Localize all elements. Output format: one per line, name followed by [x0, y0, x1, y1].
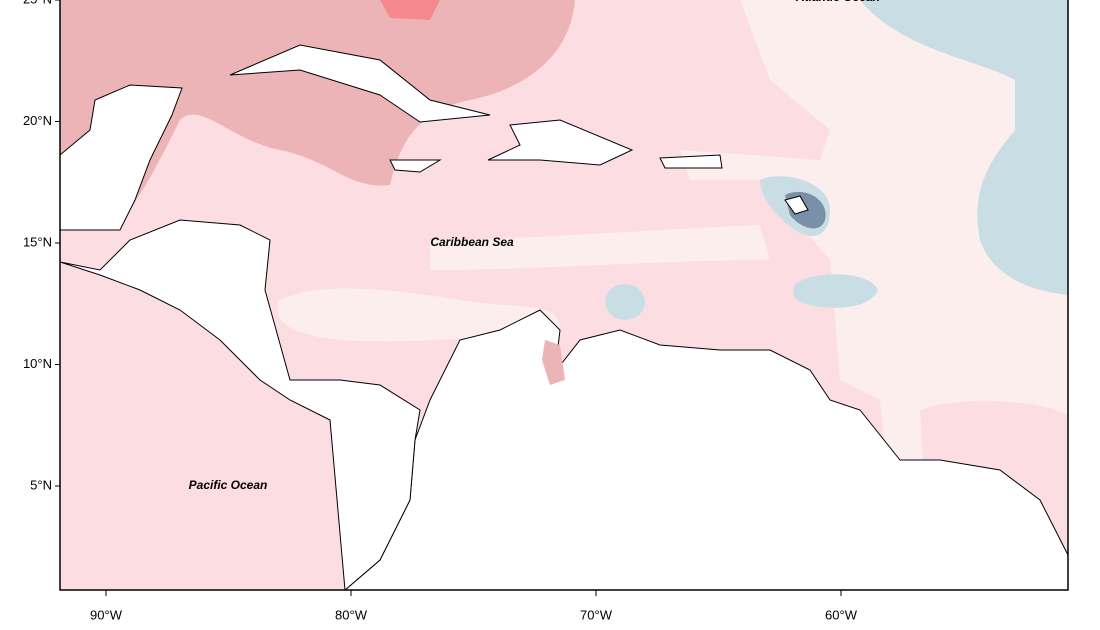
land: [60, 219, 421, 590]
x-tick-label: 70°W: [580, 607, 613, 622]
map-frame: [59, 0, 1069, 591]
field-cool: [605, 284, 645, 320]
y-tick-label: 25°N: [23, 0, 52, 6]
island: [229, 44, 491, 123]
field-neutral: [430, 225, 770, 270]
field-cool: [860, 0, 1068, 295]
island: [487, 119, 634, 166]
land: [60, 84, 183, 231]
field-warm: [542, 340, 565, 385]
x-tick-label: 90°W: [90, 607, 123, 622]
land: [344, 309, 1068, 590]
x-tick-label: 80°W: [335, 607, 368, 622]
y-tick-label: 20°N: [23, 113, 52, 128]
field-warm: [60, 0, 575, 230]
field-cool: [793, 274, 878, 308]
anomaly-field: [60, 0, 1068, 590]
field-neutral: [277, 288, 560, 342]
place-label: Atlantic Ocean: [795, 0, 880, 4]
island: [389, 159, 442, 173]
island: [784, 195, 809, 215]
x-tick-label: 60°W: [825, 607, 858, 622]
place-label: Pacific Ocean: [189, 478, 268, 492]
place-label: Caribbean Sea: [430, 235, 514, 249]
y-tick-label: 15°N: [23, 234, 52, 249]
y-tick-label: 5°N: [30, 477, 52, 492]
labels: Atlantic Ocean Caribbean Sea Pacific Ocean…: [23, 0, 880, 622]
field-hot: [380, 0, 440, 20]
island: [659, 154, 723, 169]
y-tick-label: 10°N: [23, 356, 52, 371]
